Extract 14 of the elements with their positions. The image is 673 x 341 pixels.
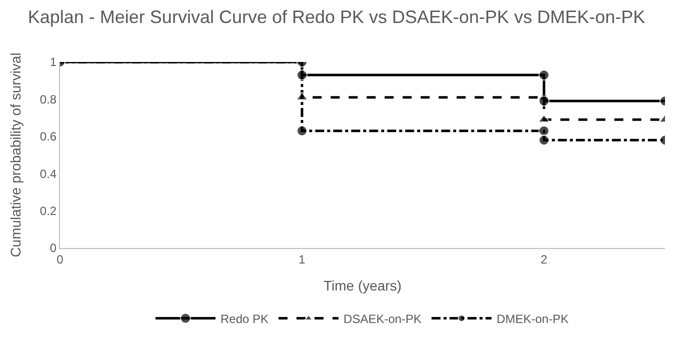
y-tick-label: 0.2: [40, 204, 57, 218]
y-tick-label: 0.8: [40, 92, 57, 106]
legend-label: DSAEK-on-PK: [344, 312, 422, 326]
y-tick-label: 0: [50, 241, 57, 256]
x-tick-label: 2: [540, 252, 548, 266]
y-axis-title: Cumulative probability of survival: [8, 52, 24, 258]
y-tick-label: 0.4: [40, 166, 57, 181]
y-tick-label: 0.6: [40, 130, 57, 144]
legend-label: Redo PK: [220, 312, 269, 326]
y-tick-label: 1: [50, 55, 57, 70]
chart-title: Kaplan - Meier Survival Curve of Redo PK vs DSAEK-on-PK vs DMEK-on-PK: [28, 6, 646, 27]
x-tick-label: 1: [298, 252, 306, 266]
legend-label: DMEK-on-PK: [496, 312, 569, 326]
x-axis-title: Time (years): [323, 278, 402, 294]
